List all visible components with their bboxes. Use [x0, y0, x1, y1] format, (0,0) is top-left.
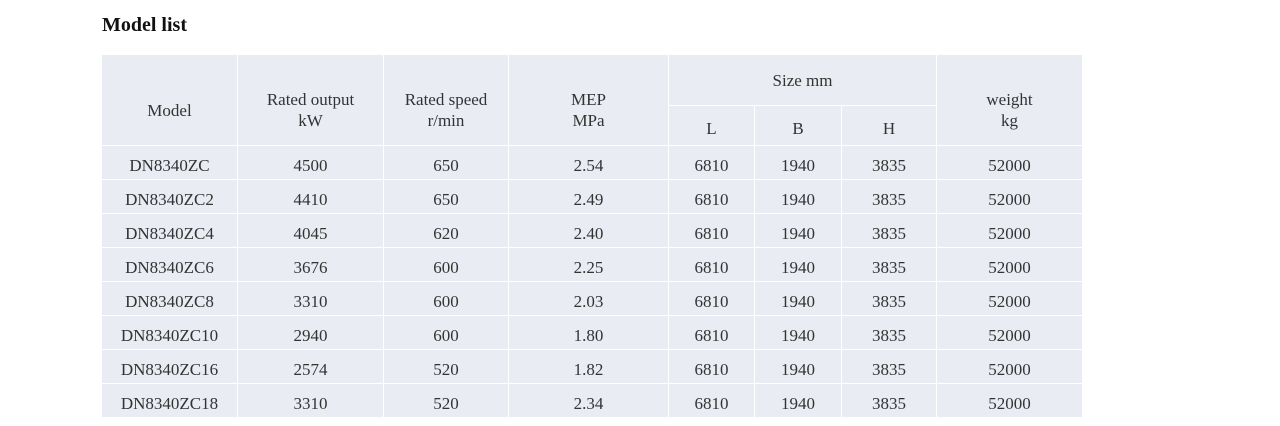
cell: 3310	[237, 383, 384, 418]
data-row: DN8340ZC8 3310 600 2.03 6810 1940 3835 52000	[101, 281, 1084, 316]
sub-header: H	[840, 105, 938, 146]
cell: 2.49	[508, 179, 669, 214]
column-header: MEP MPa	[508, 54, 669, 146]
cell: 2.54	[508, 145, 669, 180]
cell: 650	[383, 179, 509, 214]
model-table: Model Rated output kW Rated speed r/min MEP MP…	[101, 54, 1084, 418]
cell: DN8340ZC8	[101, 281, 238, 316]
cell: 1940	[754, 213, 842, 248]
cell: 520	[383, 349, 509, 384]
sub-header: L	[668, 105, 755, 146]
data-row: DN8340ZC4 4045 620 2.40 6810 1940 3835 52000	[101, 213, 1084, 248]
cell: 3835	[840, 179, 938, 214]
cell: 3835	[840, 281, 938, 316]
cell: 3676	[237, 247, 384, 282]
column-header: Rated speed r/min	[383, 54, 509, 146]
cell: 1940	[754, 383, 842, 418]
cell: 600	[383, 315, 509, 350]
header-line: r/min	[427, 111, 465, 130]
cell: 1940	[754, 315, 842, 350]
cell: 2940	[237, 315, 384, 350]
page-title: Model list	[102, 14, 187, 36]
cell: DN8340ZC2	[101, 179, 238, 214]
cell: 600	[383, 247, 509, 282]
cell: 52000	[936, 383, 1084, 418]
cell: 1.82	[508, 349, 669, 384]
header-line: MPa	[572, 111, 605, 130]
header-line: Model	[147, 100, 192, 120]
cell: 4410	[237, 179, 384, 214]
data-row: DN8340ZC2 4410 650 2.49 6810 1940 3835 52000	[101, 179, 1084, 214]
cell: 3835	[840, 349, 938, 384]
data-row: DN8340ZC 4500 650 2.54 6810 1940 3835 52000	[101, 145, 1084, 180]
cell: 52000	[936, 145, 1084, 180]
cell: 2.40	[508, 213, 669, 248]
sub-header: B	[754, 105, 842, 146]
cell: 650	[383, 145, 509, 180]
cell: 52000	[936, 349, 1084, 384]
cell: 620	[383, 213, 509, 248]
cell: DN8340ZC4	[101, 213, 238, 248]
cell: 6810	[668, 383, 755, 418]
cell: 3310	[237, 281, 384, 316]
cell: 6810	[668, 281, 755, 316]
header-row: Model Rated output kW Rated speed r/min MEP MP…	[101, 54, 1084, 146]
cell: 3835	[840, 213, 938, 248]
cell: 2.25	[508, 247, 669, 282]
cell: 3835	[840, 315, 938, 350]
data-row: DN8340ZC18 3310 520 2.34 6810 1940 3835 52000	[101, 383, 1084, 418]
group-header: Size mm	[667, 54, 938, 106]
cell: 520	[383, 383, 509, 418]
cell: 3835	[840, 383, 938, 418]
cell: DN8340ZC16	[101, 349, 238, 384]
cell: 52000	[936, 281, 1084, 316]
header-line: MEP	[571, 90, 606, 109]
cell: DN8340ZC	[101, 145, 238, 180]
cell: 1940	[754, 179, 842, 214]
column-header: weight kg	[936, 54, 1084, 146]
header-line: weight	[986, 90, 1033, 109]
cell: 6810	[668, 247, 755, 282]
cell: 6810	[668, 145, 755, 180]
cell: 52000	[936, 247, 1084, 282]
cell: 4500	[237, 145, 384, 180]
cell: 52000	[936, 179, 1084, 214]
header-line: Rated output	[266, 90, 355, 109]
cell: 3835	[840, 247, 938, 282]
cell: 2.03	[508, 281, 669, 316]
cell: 600	[383, 281, 509, 316]
cell: 6810	[668, 349, 755, 384]
data-row: DN8340ZC16 2574 520 1.82 6810 1940 3835 52000	[101, 349, 1084, 384]
cell: 6810	[668, 179, 755, 214]
cell: 1940	[754, 145, 842, 180]
column-header: Model	[101, 54, 238, 146]
column-header: Rated output kW	[237, 54, 384, 146]
cell: 3835	[840, 145, 938, 180]
cell: 4045	[237, 213, 384, 248]
data-row: DN8340ZC6 3676 600 2.25 6810 1940 3835 52000	[101, 247, 1084, 282]
cell: DN8340ZC18	[101, 383, 238, 418]
cell: DN8340ZC10	[101, 315, 238, 350]
cell: 2574	[237, 349, 384, 384]
header-line: kW	[298, 111, 323, 130]
header-line: kg	[1001, 111, 1019, 130]
cell: DN8340ZC6	[101, 247, 238, 282]
header-line: Rated speed	[404, 90, 488, 109]
cell: 1940	[754, 247, 842, 282]
cell: 6810	[668, 315, 755, 350]
data-row: DN8340ZC10 2940 600 1.80 6810 1940 3835 52000	[101, 315, 1084, 350]
cell: 1940	[754, 281, 842, 316]
cell: 52000	[936, 315, 1084, 350]
cell: 6810	[668, 213, 755, 248]
cell: 1940	[754, 349, 842, 384]
cell: 2.34	[508, 383, 669, 418]
cell: 1.80	[508, 315, 669, 350]
cell: 52000	[936, 213, 1084, 248]
